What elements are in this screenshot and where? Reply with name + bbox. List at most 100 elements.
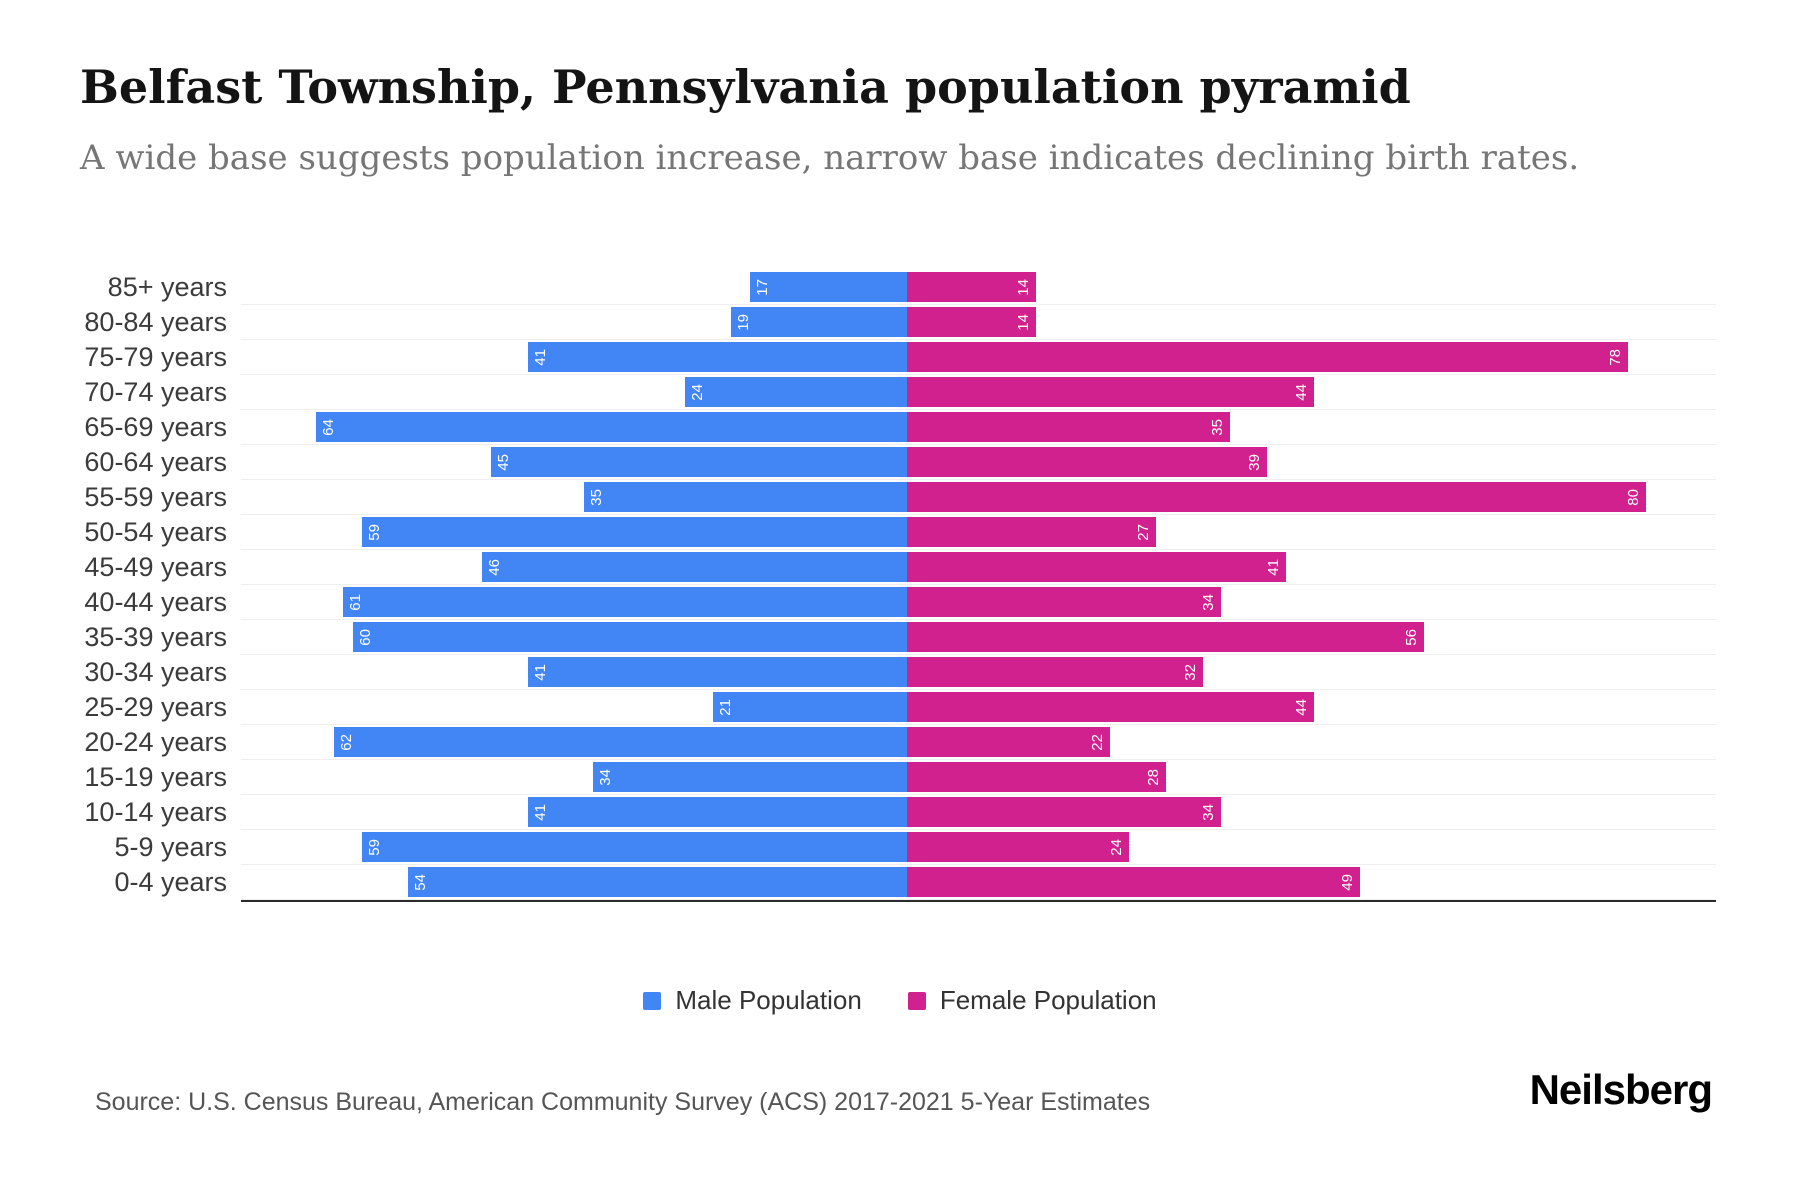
male-bar-value-label: 64 <box>319 418 337 436</box>
female-bar-value-label: 24 <box>1107 838 1125 856</box>
pyramid-row: 35-39 years 60 56 <box>80 620 1716 655</box>
male-population-bar[interactable]: 35 <box>583 482 907 512</box>
male-bar-value-label: 59 <box>365 838 383 856</box>
female-population-bar[interactable]: 32 <box>907 657 1203 687</box>
male-population-bar[interactable]: 59 <box>361 517 907 547</box>
female-bar-value-label: 44 <box>1292 698 1310 716</box>
female-bar-value-label: 34 <box>1200 803 1218 821</box>
pyramid-row: 10-14 years 41 34 <box>80 795 1716 830</box>
female-bar-value-label: 78 <box>1606 348 1624 366</box>
row-plot-area: 24 44 <box>241 375 1716 410</box>
male-bar-value-label: 54 <box>412 873 430 891</box>
female-population-bar[interactable]: 28 <box>907 762 1166 792</box>
pyramid-row: 60-64 years 45 39 <box>80 445 1716 480</box>
female-population-bar[interactable]: 39 <box>907 447 1268 477</box>
male-population-bar[interactable]: 59 <box>361 832 907 862</box>
source-attribution: Source: U.S. Census Bureau, American Com… <box>95 1088 1151 1116</box>
legend-item-male[interactable]: Male Population <box>643 985 862 1016</box>
male-bar-value-label: 21 <box>716 698 734 716</box>
female-population-bar[interactable]: 80 <box>907 482 1647 512</box>
row-plot-area: 59 24 <box>241 830 1716 865</box>
female-bar-value-label: 56 <box>1403 628 1421 646</box>
age-group-label: 35-39 years <box>84 622 227 652</box>
age-group-label: 40-44 years <box>84 587 227 617</box>
row-plot-area: 41 34 <box>241 795 1716 830</box>
chart-subtitle: A wide base suggests population increase… <box>80 138 1580 178</box>
female-bar-value-label: 28 <box>1144 768 1162 786</box>
female-bar-value-label: 80 <box>1625 488 1643 506</box>
pyramid-row: 70-74 years 24 44 <box>80 375 1716 410</box>
female-bar-value-label: 14 <box>1015 313 1033 331</box>
female-population-bar[interactable]: 22 <box>907 727 1111 757</box>
female-bar-value-label: 22 <box>1089 733 1107 751</box>
female-population-bar[interactable]: 35 <box>907 412 1231 442</box>
male-population-bar[interactable]: 21 <box>712 692 907 722</box>
pyramid-row: 0-4 years 54 49 <box>80 865 1716 900</box>
age-group-label: 20-24 years <box>84 727 227 757</box>
male-population-bar[interactable]: 17 <box>749 272 907 302</box>
population-pyramid-chart: 85+ years 17 14 80-84 years 19 14 75-79 years 4… <box>80 270 1716 902</box>
male-bar-value-label: 46 <box>485 558 503 576</box>
female-population-bar[interactable]: 14 <box>907 307 1037 337</box>
pyramid-row: 80-84 years 19 14 <box>80 305 1716 340</box>
female-population-bar[interactable]: 14 <box>907 272 1037 302</box>
pyramid-row: 55-59 years 35 80 <box>80 480 1716 515</box>
age-group-label: 0-4 years <box>114 867 227 897</box>
male-population-bar[interactable]: 61 <box>343 587 907 617</box>
female-bar-value-label: 44 <box>1292 383 1310 401</box>
age-group-label: 75-79 years <box>84 342 227 372</box>
male-population-bar[interactable]: 64 <box>315 412 907 442</box>
male-population-bar[interactable]: 41 <box>528 342 907 372</box>
chart-legend: Male Population Female Population <box>0 985 1800 1016</box>
row-plot-area: 61 34 <box>241 585 1716 620</box>
age-group-label: 5-9 years <box>114 832 227 862</box>
female-population-bar[interactable]: 56 <box>907 622 1425 652</box>
female-population-bar[interactable]: 27 <box>907 517 1157 547</box>
male-population-bar[interactable]: 24 <box>685 377 907 407</box>
female-bar-value-label: 49 <box>1338 873 1356 891</box>
female-legend-swatch <box>907 991 926 1010</box>
male-population-bar[interactable]: 45 <box>491 447 907 477</box>
age-group-label: 50-54 years <box>84 517 227 547</box>
male-population-bar[interactable]: 54 <box>408 867 907 897</box>
row-plot-area: 46 41 <box>241 550 1716 585</box>
pyramid-row: 65-69 years 64 35 <box>80 410 1716 445</box>
male-population-bar[interactable]: 46 <box>481 552 907 582</box>
age-group-label: 15-19 years <box>84 762 227 792</box>
female-bar-value-label: 34 <box>1200 593 1218 611</box>
female-population-bar[interactable]: 44 <box>907 377 1314 407</box>
female-bar-value-label: 41 <box>1264 558 1282 576</box>
row-plot-area: 60 56 <box>241 620 1716 655</box>
male-population-bar[interactable]: 34 <box>592 762 907 792</box>
female-bar-value-label: 14 <box>1015 278 1033 296</box>
female-population-bar[interactable]: 49 <box>907 867 1360 897</box>
female-population-bar[interactable]: 24 <box>907 832 1129 862</box>
legend-item-female[interactable]: Female Population <box>907 985 1157 1016</box>
male-bar-value-label: 61 <box>347 593 365 611</box>
female-bar-value-label: 32 <box>1181 663 1199 681</box>
female-population-bar[interactable]: 41 <box>907 552 1286 582</box>
female-population-bar[interactable]: 34 <box>907 587 1222 617</box>
female-bar-value-label: 27 <box>1135 523 1153 541</box>
male-bar-value-label: 41 <box>532 348 550 366</box>
pyramid-row: 75-79 years 41 78 <box>80 340 1716 375</box>
age-group-label: 85+ years <box>107 272 227 302</box>
male-bar-value-label: 34 <box>596 768 614 786</box>
male-bar-value-label: 60 <box>356 628 374 646</box>
male-bar-value-label: 41 <box>532 663 550 681</box>
pyramid-row: 50-54 years 59 27 <box>80 515 1716 550</box>
male-population-bar[interactable]: 62 <box>334 727 907 757</box>
row-plot-area: 41 78 <box>241 340 1716 375</box>
male-bar-value-label: 17 <box>753 278 771 296</box>
female-population-bar[interactable]: 44 <box>907 692 1314 722</box>
pyramid-row: 25-29 years 21 44 <box>80 690 1716 725</box>
female-population-bar[interactable]: 34 <box>907 797 1222 827</box>
male-population-bar[interactable]: 41 <box>528 657 907 687</box>
male-population-bar[interactable]: 60 <box>352 622 907 652</box>
female-population-bar[interactable]: 78 <box>907 342 1628 372</box>
male-bar-value-label: 62 <box>338 733 356 751</box>
male-population-bar[interactable]: 19 <box>731 307 907 337</box>
male-population-bar[interactable]: 41 <box>528 797 907 827</box>
age-group-label: 70-74 years <box>84 377 227 407</box>
pyramid-row: 15-19 years 34 28 <box>80 760 1716 795</box>
